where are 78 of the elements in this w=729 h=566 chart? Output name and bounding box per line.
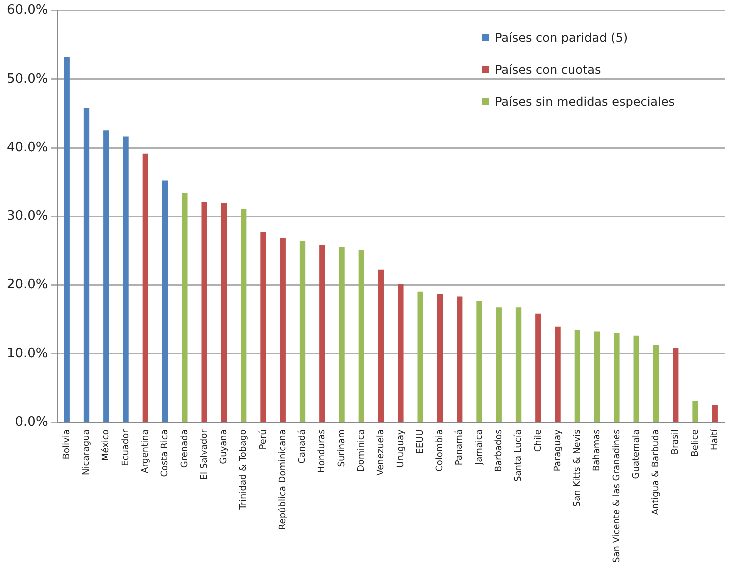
x-tick-label: Chile <box>534 429 544 452</box>
x-tick-label: Venezuela <box>376 430 387 476</box>
bar <box>202 202 208 422</box>
bar <box>555 326 561 422</box>
x-tick-label: San Kitts & Nevis <box>573 429 584 508</box>
y-tick-label: 40.0% <box>6 140 48 156</box>
y-tick-label: 60.0% <box>6 3 48 18</box>
bar <box>339 247 345 422</box>
x-tick-label: Brasil <box>671 430 682 455</box>
bar <box>673 348 679 422</box>
bar <box>692 401 698 422</box>
bar <box>280 238 286 422</box>
legend-label: Países con cuotas <box>494 62 602 77</box>
x-tick-label: Haití <box>709 429 720 450</box>
x-tick-label: Argentina <box>141 430 152 474</box>
y-tick-label: 10.0% <box>6 346 48 362</box>
x-tick-label: Surinam <box>337 430 348 468</box>
y-tick-label: 0.0% <box>15 415 48 430</box>
bar <box>104 130 110 422</box>
bar <box>162 180 168 422</box>
bar <box>358 250 365 422</box>
bar <box>594 332 600 422</box>
x-tick-label: EEUU <box>416 430 426 454</box>
x-tick-label: Antigua & Barbuda <box>652 430 662 516</box>
bar <box>614 333 620 422</box>
bar <box>418 292 424 422</box>
x-tick-label: República Dominicana <box>277 430 288 530</box>
bar <box>123 136 129 422</box>
x-tick-label: Panamá <box>454 430 466 466</box>
x-tick-label: Bolivia <box>62 430 72 460</box>
bar <box>653 345 660 422</box>
x-tick-label: Santa Lucía <box>513 430 524 482</box>
bar <box>516 308 522 422</box>
x-tick-label: Trinidad & Tobago <box>239 429 250 511</box>
x-tick-label: Bahamas <box>592 429 603 472</box>
legend-label: Países con paridad (5) <box>494 30 628 45</box>
x-tick-label: Colombia <box>436 430 446 472</box>
x-tick-label: Ecuador <box>121 429 132 466</box>
bar <box>84 108 90 422</box>
x-tick-label: Guyana <box>220 430 230 464</box>
x-tick-label: Barbados <box>494 429 504 472</box>
x-tick-label: Paraguay <box>553 428 564 472</box>
bar <box>260 232 266 422</box>
bar <box>457 296 463 422</box>
bar <box>241 210 247 422</box>
y-tick-label: 20.0% <box>6 278 48 293</box>
x-tick-label: Dominica <box>357 430 368 472</box>
bar <box>182 193 188 422</box>
bar <box>378 270 384 422</box>
x-tick-label: Belice <box>690 429 701 457</box>
x-tick-label: Perú <box>258 430 269 450</box>
x-tick-label: San Vicente & las Granadines <box>612 429 622 564</box>
x-tick-label: Grenada <box>180 430 190 468</box>
bar <box>634 336 640 422</box>
bar <box>536 314 542 422</box>
x-tick-label: Costa Rica <box>160 430 171 478</box>
bar <box>496 308 502 422</box>
x-tick-label: Jamaica <box>474 430 485 466</box>
x-tick-label: Canadá <box>297 430 308 464</box>
x-tick-label: México <box>100 429 112 462</box>
x-tick-label: Guatemala <box>632 430 642 480</box>
legend-label: Países sin medidas especiales <box>494 94 675 109</box>
bar <box>300 241 306 422</box>
bar <box>64 57 70 422</box>
x-tick-label: Nicaragua <box>82 430 92 476</box>
bar <box>476 302 482 422</box>
x-tick-label: Honduras <box>318 429 328 473</box>
bar <box>221 203 228 422</box>
x-tick-label: El Salvador <box>200 429 210 480</box>
bar <box>320 245 326 422</box>
y-tick-label: 50.0% <box>6 72 48 87</box>
bar <box>142 154 148 422</box>
bar <box>398 284 404 422</box>
x-tick-label: Uruguay <box>396 428 406 468</box>
y-tick-label: 30.0% <box>6 209 48 224</box>
bar <box>437 294 444 422</box>
bar <box>574 330 581 422</box>
bar <box>712 405 718 422</box>
